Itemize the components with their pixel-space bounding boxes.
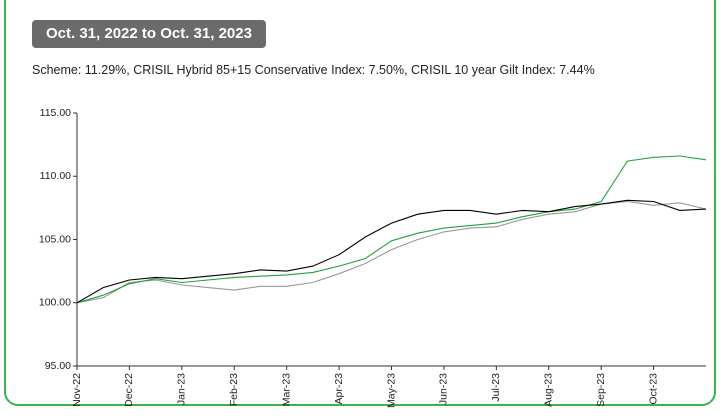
- y-tick-label: 100.00: [39, 297, 71, 309]
- y-tick-label: 115.00: [40, 107, 71, 119]
- y-tick-label: 105.00: [39, 233, 71, 245]
- x-tick-label: Mar-23: [280, 373, 292, 406]
- card: [4, 0, 716, 406]
- date-range: Oct. 31, 2022 to Oct. 31, 2023: [32, 20, 266, 48]
- x-tick-label: May-23: [385, 373, 397, 408]
- x-tick-label: Feb-23: [228, 373, 240, 406]
- x-tick-label: Oct-23: [647, 373, 659, 405]
- y-tick-label: 95.00: [45, 360, 71, 372]
- returns-summary: Scheme: 11.29%, CRISIL Hybrid 85+15 Cons…: [32, 63, 595, 77]
- x-tick-label: Jan-23: [176, 373, 188, 405]
- x-tick-label: Jul-23: [490, 373, 502, 402]
- y-tick-label: 110.00: [40, 170, 71, 182]
- x-tick-label: Sep-23: [595, 373, 607, 407]
- series-line: [76, 199, 707, 304]
- series-line: [76, 155, 707, 304]
- x-tick-label: Apr-23: [333, 373, 345, 405]
- x-tick-label: Nov-22: [71, 373, 83, 407]
- x-tick-label: Dec-22: [123, 373, 135, 407]
- x-tick-label: Aug-23: [543, 373, 555, 407]
- x-tick-label: Jun-23: [438, 373, 450, 405]
- series-line: [76, 200, 707, 304]
